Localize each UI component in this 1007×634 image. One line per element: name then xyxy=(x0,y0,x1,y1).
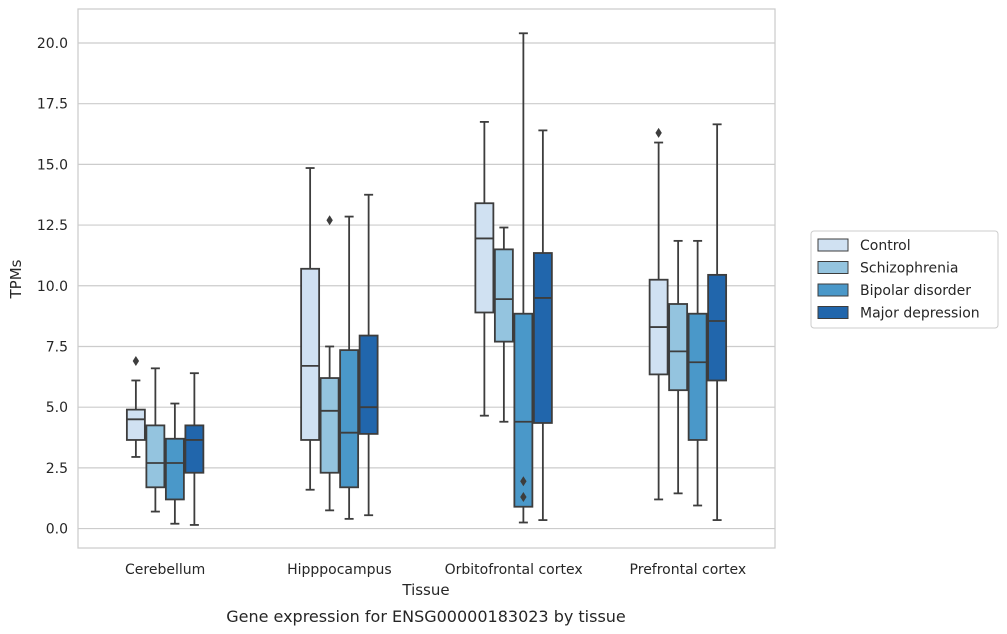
iqr-box xyxy=(319,377,340,474)
box-major-depression xyxy=(707,123,728,521)
box-bipolar-disorder xyxy=(339,215,360,520)
iqr-box xyxy=(513,312,534,508)
iqr-box xyxy=(358,334,379,435)
y-tick-label: 7.5 xyxy=(46,339,68,355)
box-schizophrenia xyxy=(668,239,689,495)
legend-item: Bipolar disorder xyxy=(817,283,971,299)
iqr-box xyxy=(474,202,495,314)
x-tick-label: Hipppocampus xyxy=(287,562,392,578)
box-major-depression xyxy=(184,372,205,526)
legend: Control Schizophrenia Bipolar disorder Majo… xyxy=(810,230,999,329)
legend-item: Control xyxy=(817,238,911,254)
iqr-box xyxy=(125,408,146,441)
box-major-depression xyxy=(532,129,553,521)
y-tick-label: 2.5 xyxy=(46,461,68,477)
plot-frame xyxy=(77,8,776,549)
legend-item: Schizophrenia xyxy=(817,261,958,277)
legend-swatch xyxy=(817,261,849,274)
legend-label: Control xyxy=(860,238,911,254)
box-major-depression xyxy=(358,193,379,517)
outlier-point xyxy=(132,356,140,367)
iqr-box xyxy=(493,248,514,343)
y-axis-label: TPMs xyxy=(7,259,25,299)
y-tick-label: 20.0 xyxy=(37,36,68,52)
iqr-box xyxy=(300,267,321,441)
box-control xyxy=(125,356,146,458)
y-tick-label: 12.5 xyxy=(37,218,68,234)
iqr-box xyxy=(164,437,185,501)
legend-swatch xyxy=(817,306,849,319)
x-tick-labels: Cerebellum Hipppocampus Orbitofrontal cort… xyxy=(125,562,746,578)
legend-label: Bipolar disorder xyxy=(860,283,971,299)
outlier-point xyxy=(326,215,333,226)
x-tick-label: Orbitofrontal cortex xyxy=(445,562,583,578)
legend-swatch xyxy=(817,283,849,297)
box-control xyxy=(300,167,321,491)
iqr-box xyxy=(668,303,689,392)
x-tick-label: Cerebellum xyxy=(125,562,205,578)
y-tick-labels: 0.0 2.5 5.0 7.5 10.0 12.5 15.0 17.5 20.0 xyxy=(37,36,68,538)
figure-caption: Gene expression for ENSG00000183023 by t… xyxy=(226,607,626,626)
y-tick-label: 5.0 xyxy=(46,400,68,416)
outlier-point xyxy=(520,476,527,487)
outlier-point xyxy=(520,492,527,503)
box-series xyxy=(125,32,728,526)
box-control xyxy=(474,120,495,417)
box-bipolar-disorder xyxy=(687,239,708,507)
box-schizophrenia xyxy=(319,215,340,512)
box-bipolar-disorder xyxy=(513,32,534,524)
y-tick-label: 17.5 xyxy=(37,97,68,113)
legend-frame xyxy=(810,230,999,329)
box-bipolar-disorder xyxy=(164,402,185,525)
box-schizophrenia xyxy=(145,367,166,513)
legend-label: Major depression xyxy=(860,306,980,322)
y-tick-label: 0.0 xyxy=(46,522,68,538)
iqr-box xyxy=(145,424,166,489)
y-tick-label: 15.0 xyxy=(37,157,68,173)
box-schizophrenia xyxy=(493,226,514,423)
legend-label: Schizophrenia xyxy=(860,261,958,277)
legend-item: Major depression xyxy=(817,306,980,322)
legend-swatch xyxy=(817,238,849,252)
x-axis-label: Tissue xyxy=(401,581,449,599)
outlier-point xyxy=(655,127,662,138)
iqr-box xyxy=(687,312,708,441)
iqr-box xyxy=(184,424,205,474)
y-tick-label: 10.0 xyxy=(37,279,68,295)
iqr-box xyxy=(707,273,728,382)
iqr-box xyxy=(532,252,553,424)
iqr-box xyxy=(339,349,360,489)
box-control xyxy=(648,127,669,501)
x-tick-label: Prefrontal cortex xyxy=(630,562,747,578)
